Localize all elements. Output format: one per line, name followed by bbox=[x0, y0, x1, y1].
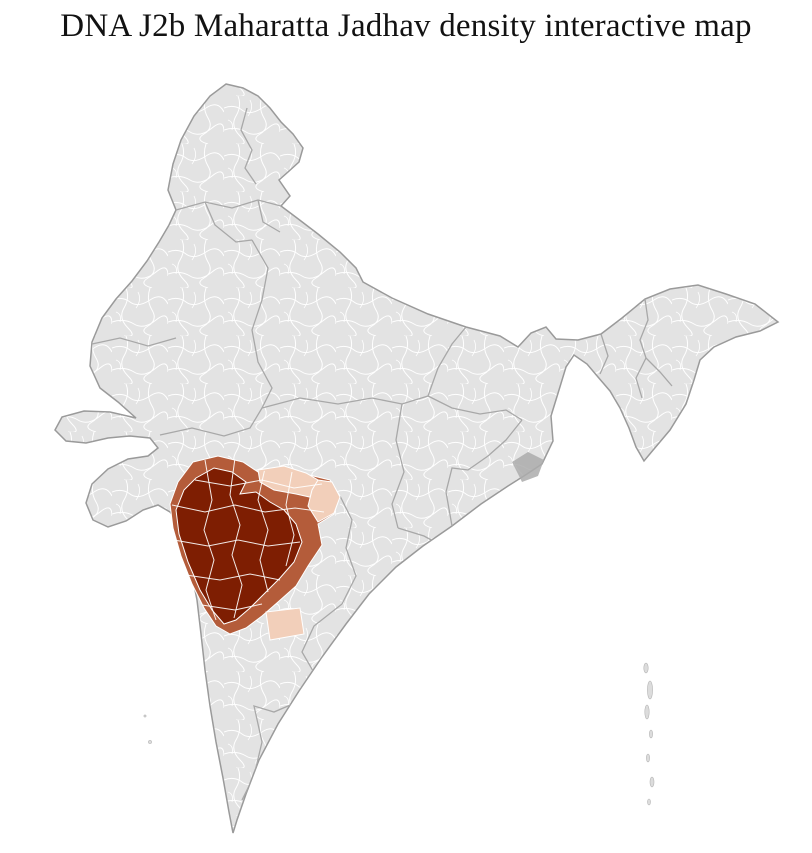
highlight-district-lines bbox=[171, 457, 325, 621]
delta-districts-cluster bbox=[512, 452, 544, 482]
india-outline[interactable] bbox=[54, 83, 779, 834]
page-title: DNA J2b Maharatta Jadhav density interac… bbox=[60, 8, 752, 44]
region-low-density-patch-2[interactable] bbox=[307, 479, 341, 523]
lakshadweep-islands[interactable] bbox=[143, 714, 152, 744]
isolated-low-density-district[interactable] bbox=[265, 607, 305, 641]
andaman-nicobar-islands[interactable] bbox=[643, 662, 655, 806]
